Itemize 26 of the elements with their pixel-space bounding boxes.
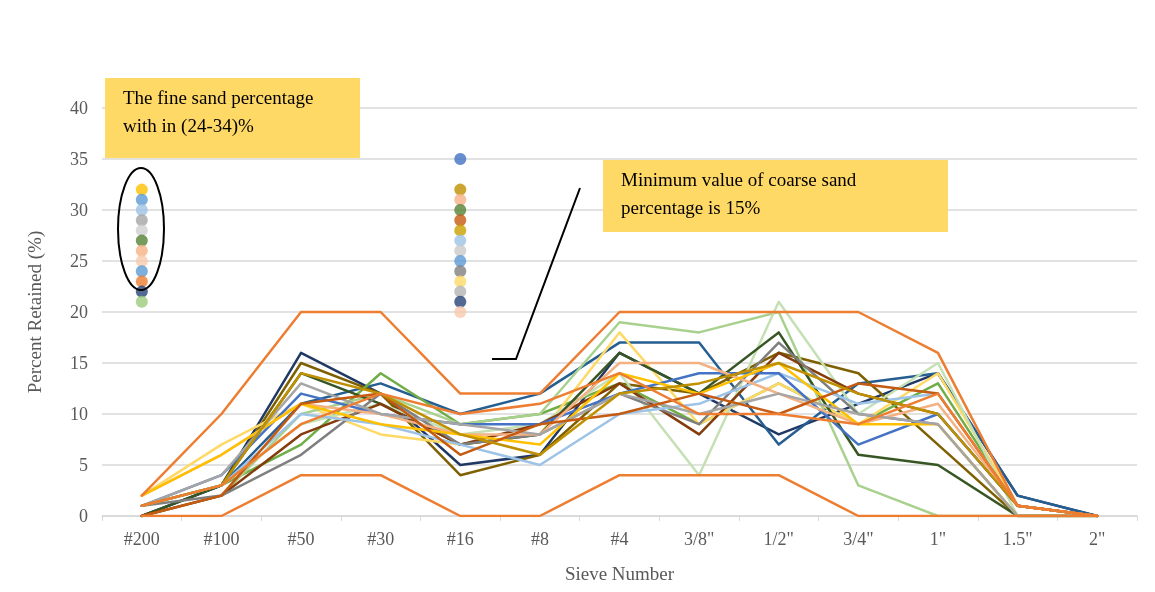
x-tick-label: #50 [287,529,315,549]
x-tick-label: #200 [123,529,160,549]
y-tick-label: 20 [70,302,88,322]
x-tick-label: #8 [530,529,549,549]
y-tick-label: 0 [79,506,88,526]
y-tick-label: 30 [70,200,88,220]
x-tick-label: 1.5" [1002,529,1033,549]
annotation: The fine sand percentage with in (24-34)% [123,87,314,136]
x-tick-label: 3/8" [683,529,715,549]
x-tick-label: #4 [610,529,629,549]
x-tick-label: 3/4" [843,529,874,549]
x-tick-label: #100 [203,529,240,549]
x-tick-label: #30 [367,529,395,549]
y-tick-label: 40 [70,98,88,118]
x-axis-title: Sieve Number [564,563,675,584]
x-tick-label: 1/2" [763,529,794,549]
x-tick-label: #16 [446,529,474,549]
y-axis-title: Percent Retained (%) [24,230,46,394]
x-tick-label: 2" [1089,529,1106,549]
y-tick-label: 25 [70,251,88,271]
y-tick-label: 35 [70,149,88,169]
y-tick-label: 15 [70,353,88,373]
annotation: Minimum value of coarse sand percentage is 15% [621,169,857,218]
y-tick-label: 10 [70,404,88,424]
y-tick-label: 5 [79,455,88,475]
x-tick-label: 1" [929,529,947,549]
